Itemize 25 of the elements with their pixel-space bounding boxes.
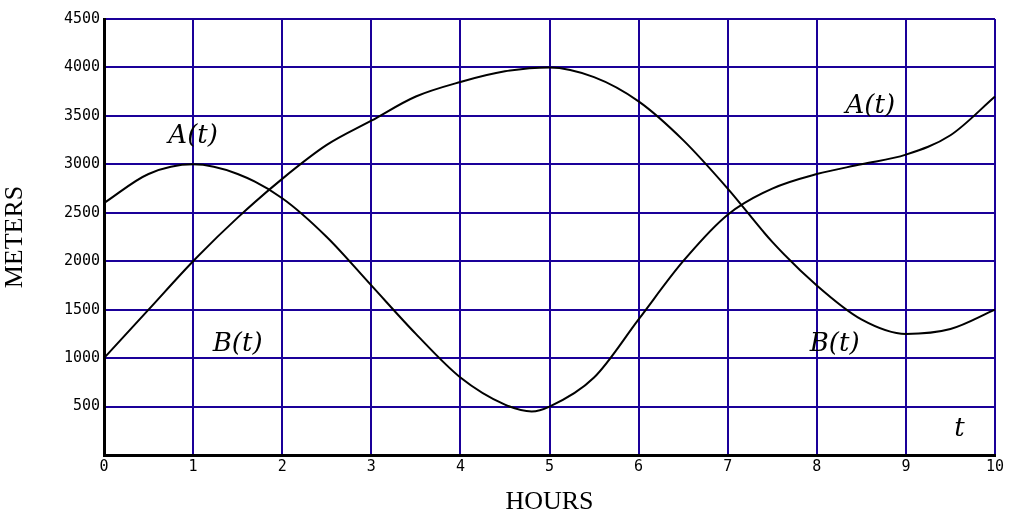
y-tick-label: 1500 [63, 299, 100, 318]
x-tick-label: 1 [188, 456, 198, 475]
x-tick-label: 10 [985, 456, 1005, 475]
x-tick-label: 8 [812, 456, 822, 475]
x-tick-label: 3 [366, 456, 376, 475]
y-tick-label: 4500 [63, 8, 100, 27]
x-tick-label: 5 [544, 456, 555, 475]
y-tick-label: 500 [72, 396, 100, 415]
y-tick-label: 2500 [63, 202, 100, 221]
x-axis-title: HOURS [505, 486, 594, 516]
text: B(t) [212, 326, 263, 357]
y-tick-label: 3500 [63, 105, 100, 124]
x-tick-label: 7 [723, 456, 733, 475]
x-tick-label: 2 [277, 456, 287, 475]
y-tick-label: 4000 [63, 57, 100, 76]
x-tick-label: 4 [455, 456, 465, 475]
y-tick-label: 3000 [63, 154, 100, 173]
x-tick-label: 6 [634, 456, 644, 475]
annotation: t [954, 411, 966, 442]
text: A(t) [845, 88, 896, 119]
y-axis-title: METERS [0, 185, 29, 289]
y-tick-label: 2000 [63, 251, 100, 270]
y-tick-label: 1000 [63, 348, 100, 366]
x-tick-label: 9 [901, 456, 911, 475]
x-tick-label: 0 [99, 456, 109, 475]
